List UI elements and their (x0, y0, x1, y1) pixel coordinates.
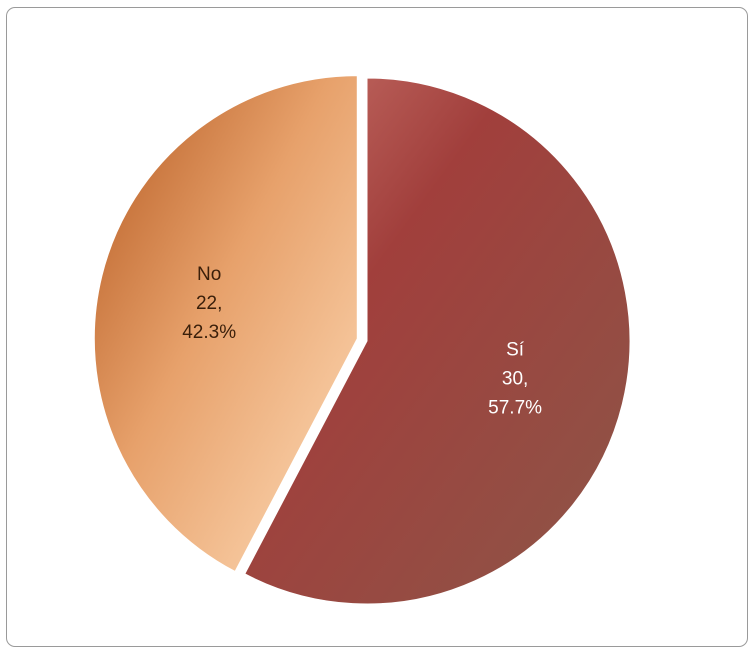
slice-label-percent: 57.7% (488, 398, 542, 419)
pie-slice-2 (93, 75, 358, 573)
slice-label-name: Sí (506, 340, 525, 361)
pie-slice-1 (244, 77, 631, 605)
slice-label-value: 30, (502, 369, 528, 390)
slice-label-name: No (197, 264, 221, 285)
slice-label-value: 22, (196, 293, 222, 314)
slice-label-percent: 42.3% (182, 322, 236, 343)
